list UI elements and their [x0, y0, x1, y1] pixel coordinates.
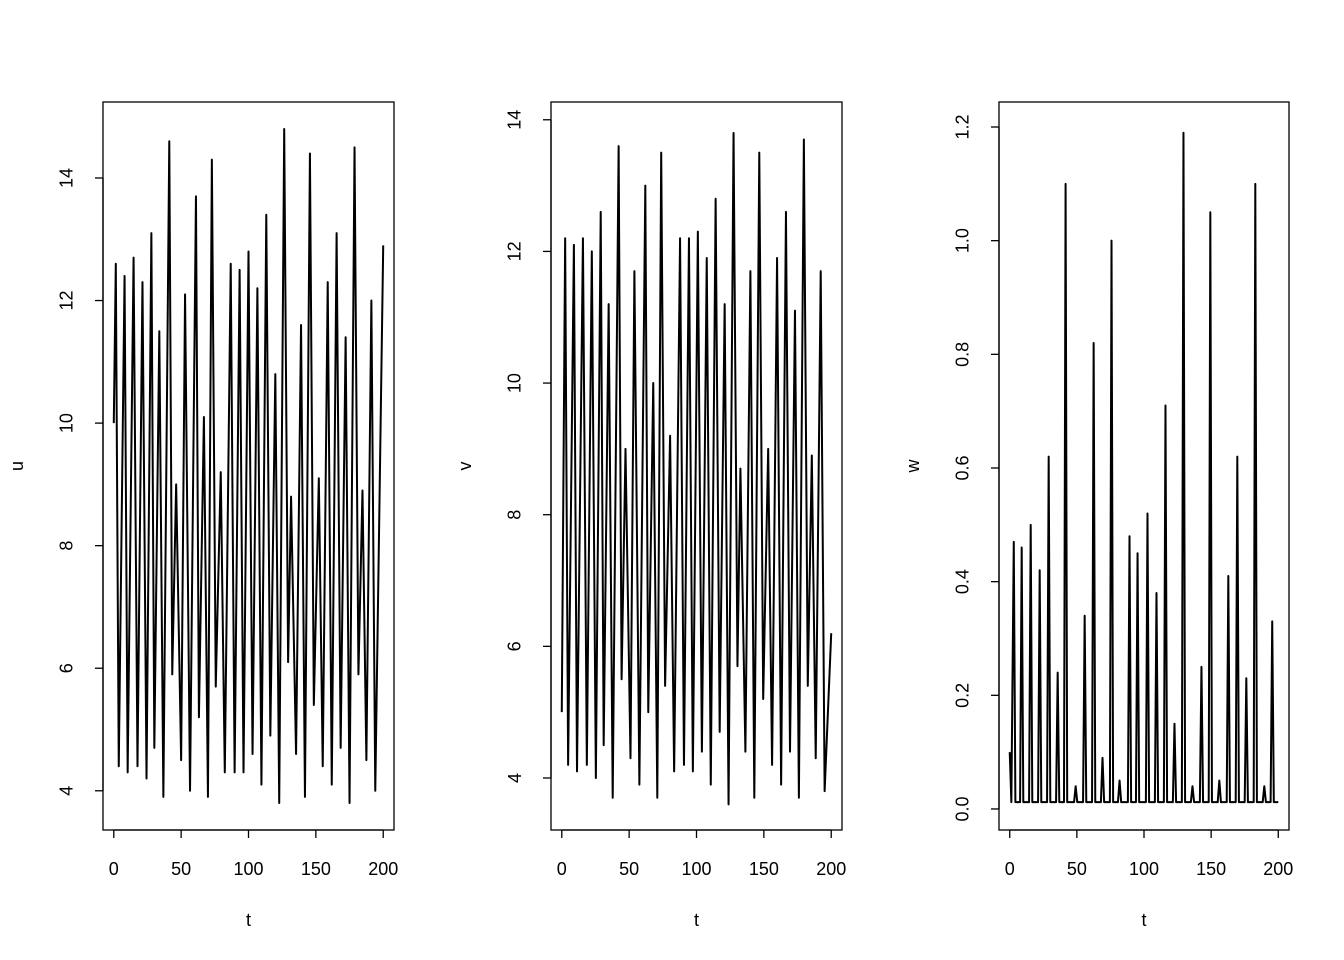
- data-line: [1008, 131, 1279, 804]
- x-tick-label: 50: [619, 859, 639, 879]
- x-axis-label: t: [694, 910, 699, 930]
- x-tick-label: 100: [233, 859, 263, 879]
- y-axis-label: w: [903, 459, 923, 474]
- y-tick-label: 0.6: [953, 455, 973, 480]
- y-axis-label: v: [455, 462, 475, 471]
- y-tick-label: 10: [57, 413, 77, 433]
- x-tick-label: 150: [1196, 859, 1226, 879]
- y-tick-label: 0.8: [953, 342, 973, 367]
- y-tick-label: 4: [57, 786, 77, 796]
- y-tick-label: 6: [505, 641, 525, 651]
- data-line: [112, 127, 385, 805]
- x-axis-label: t: [246, 910, 251, 930]
- y-tick-label: 14: [505, 110, 525, 130]
- x-tick-label: 200: [368, 859, 398, 879]
- y-tick-label: 4: [505, 773, 525, 783]
- x-tick-label: 50: [171, 859, 191, 879]
- y-tick-label: 6: [57, 663, 77, 673]
- y-axis-label: u: [7, 461, 27, 471]
- data-line: [560, 131, 833, 806]
- y-tick-label: 12: [505, 241, 525, 261]
- x-tick-label: 0: [1005, 859, 1015, 879]
- y-tick-label: 0.0: [953, 796, 973, 821]
- y-tick-label: 1.2: [953, 114, 973, 139]
- x-tick-label: 150: [301, 859, 331, 879]
- y-tick-label: 1.0: [953, 228, 973, 253]
- x-tick-label: 200: [816, 859, 846, 879]
- y-tick-label: 0.2: [953, 683, 973, 708]
- x-axis-label: t: [1141, 910, 1146, 930]
- x-tick-label: 50: [1067, 859, 1087, 879]
- y-tick-label: 8: [505, 510, 525, 520]
- x-tick-label: 150: [749, 859, 779, 879]
- y-tick-label: 8: [57, 541, 77, 551]
- y-tick-label: 14: [57, 168, 77, 188]
- x-tick-label: 0: [557, 859, 567, 879]
- x-tick-label: 0: [109, 859, 119, 879]
- x-tick-label: 100: [681, 859, 711, 879]
- x-tick-label: 200: [1263, 859, 1293, 879]
- y-tick-label: 10: [505, 373, 525, 393]
- y-tick-label: 12: [57, 291, 77, 311]
- y-tick-label: 0.4: [953, 569, 973, 594]
- x-tick-label: 100: [1129, 859, 1159, 879]
